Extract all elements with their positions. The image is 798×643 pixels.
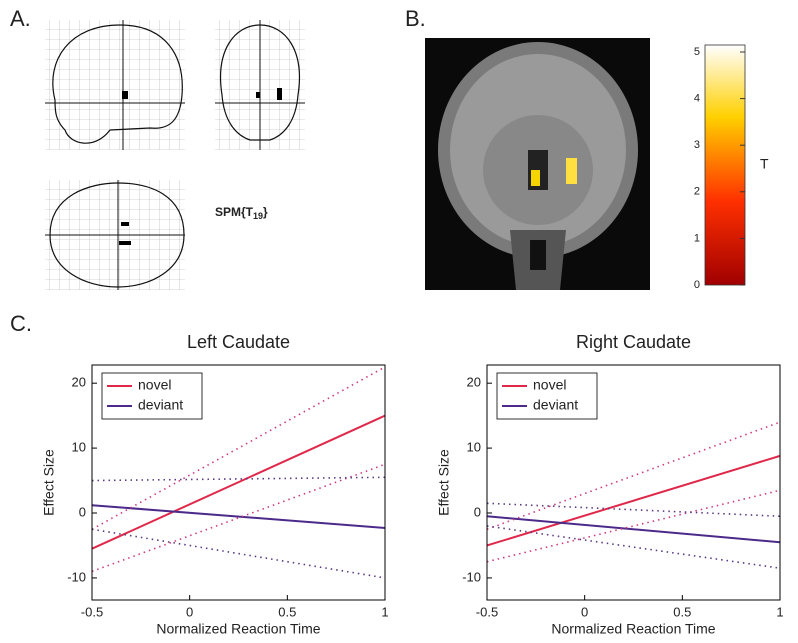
confidence-line	[486, 502, 781, 518]
plot-frame	[486, 364, 781, 601]
colorbar-tick-label: 2	[694, 186, 700, 198]
y-axis-label: Effect Size	[436, 449, 452, 516]
legend-box	[101, 372, 203, 420]
series-line	[486, 515, 781, 544]
colorbar-tick-label: 3	[694, 139, 700, 151]
x-axis-label: Normalized Reaction Time	[551, 621, 715, 637]
spm-label: SPM{T19}	[215, 205, 268, 221]
chart-title: Left Caudate	[187, 332, 290, 352]
colorbar	[704, 44, 746, 286]
colorbar-tick-label: 1	[694, 232, 700, 244]
glass-brain-axial	[45, 180, 185, 290]
colorbar-tick-label: 5	[694, 46, 700, 58]
series-line	[91, 504, 386, 529]
confidence-line	[486, 489, 781, 563]
x-tick-label: -0.5	[81, 604, 103, 619]
confidence-line	[486, 525, 781, 569]
series-line	[486, 454, 781, 547]
mri-image	[425, 38, 650, 290]
y-tick-label: -10	[67, 569, 86, 584]
confidence-line	[91, 366, 386, 530]
series-line	[91, 414, 386, 550]
legend-label: deviant	[138, 397, 183, 413]
y-tick-label: -10	[462, 569, 481, 584]
confidence-line	[91, 528, 386, 579]
confidence-line	[486, 421, 781, 530]
y-tick-label: 20	[467, 375, 481, 390]
y-axis-label: Effect Size	[41, 449, 57, 516]
x-tick-label: -0.5	[476, 604, 498, 619]
legend-label: novel	[138, 377, 171, 393]
panel-label: B.	[405, 6, 426, 31]
y-tick-label: 0	[474, 504, 481, 519]
x-tick-label: 0.5	[673, 604, 691, 619]
legend-box	[496, 372, 598, 420]
spm-end: }	[263, 205, 268, 219]
confidence-line	[91, 463, 386, 573]
colorbar-tick-label: 4	[694, 92, 700, 104]
colorbar-tick-label: 0	[694, 279, 700, 291]
x-tick-label: 0	[581, 604, 588, 619]
x-tick-label: 1	[776, 604, 783, 619]
x-tick-label: 0	[186, 604, 193, 619]
panel-label: C.	[10, 311, 32, 336]
glass-brain-coronal	[215, 20, 305, 150]
legend-label: novel	[533, 377, 566, 393]
chart-title: Right Caudate	[576, 332, 691, 352]
x-tick-label: 0.5	[278, 604, 296, 619]
plot-frame	[91, 364, 386, 601]
colorbar-label: T	[760, 156, 769, 172]
x-tick-label: 1	[381, 604, 388, 619]
panel-label: A.	[10, 6, 31, 31]
y-tick-label: 10	[72, 440, 86, 455]
y-tick-label: 20	[72, 375, 86, 390]
spm-sub: 19	[253, 211, 263, 221]
glass-brain-sagittal	[45, 20, 185, 150]
y-tick-label: 10	[467, 440, 481, 455]
y-tick-label: 0	[79, 504, 86, 519]
spm-main: SPM{T	[215, 205, 254, 219]
x-axis-label: Normalized Reaction Time	[156, 621, 320, 637]
legend-label: deviant	[533, 397, 578, 413]
